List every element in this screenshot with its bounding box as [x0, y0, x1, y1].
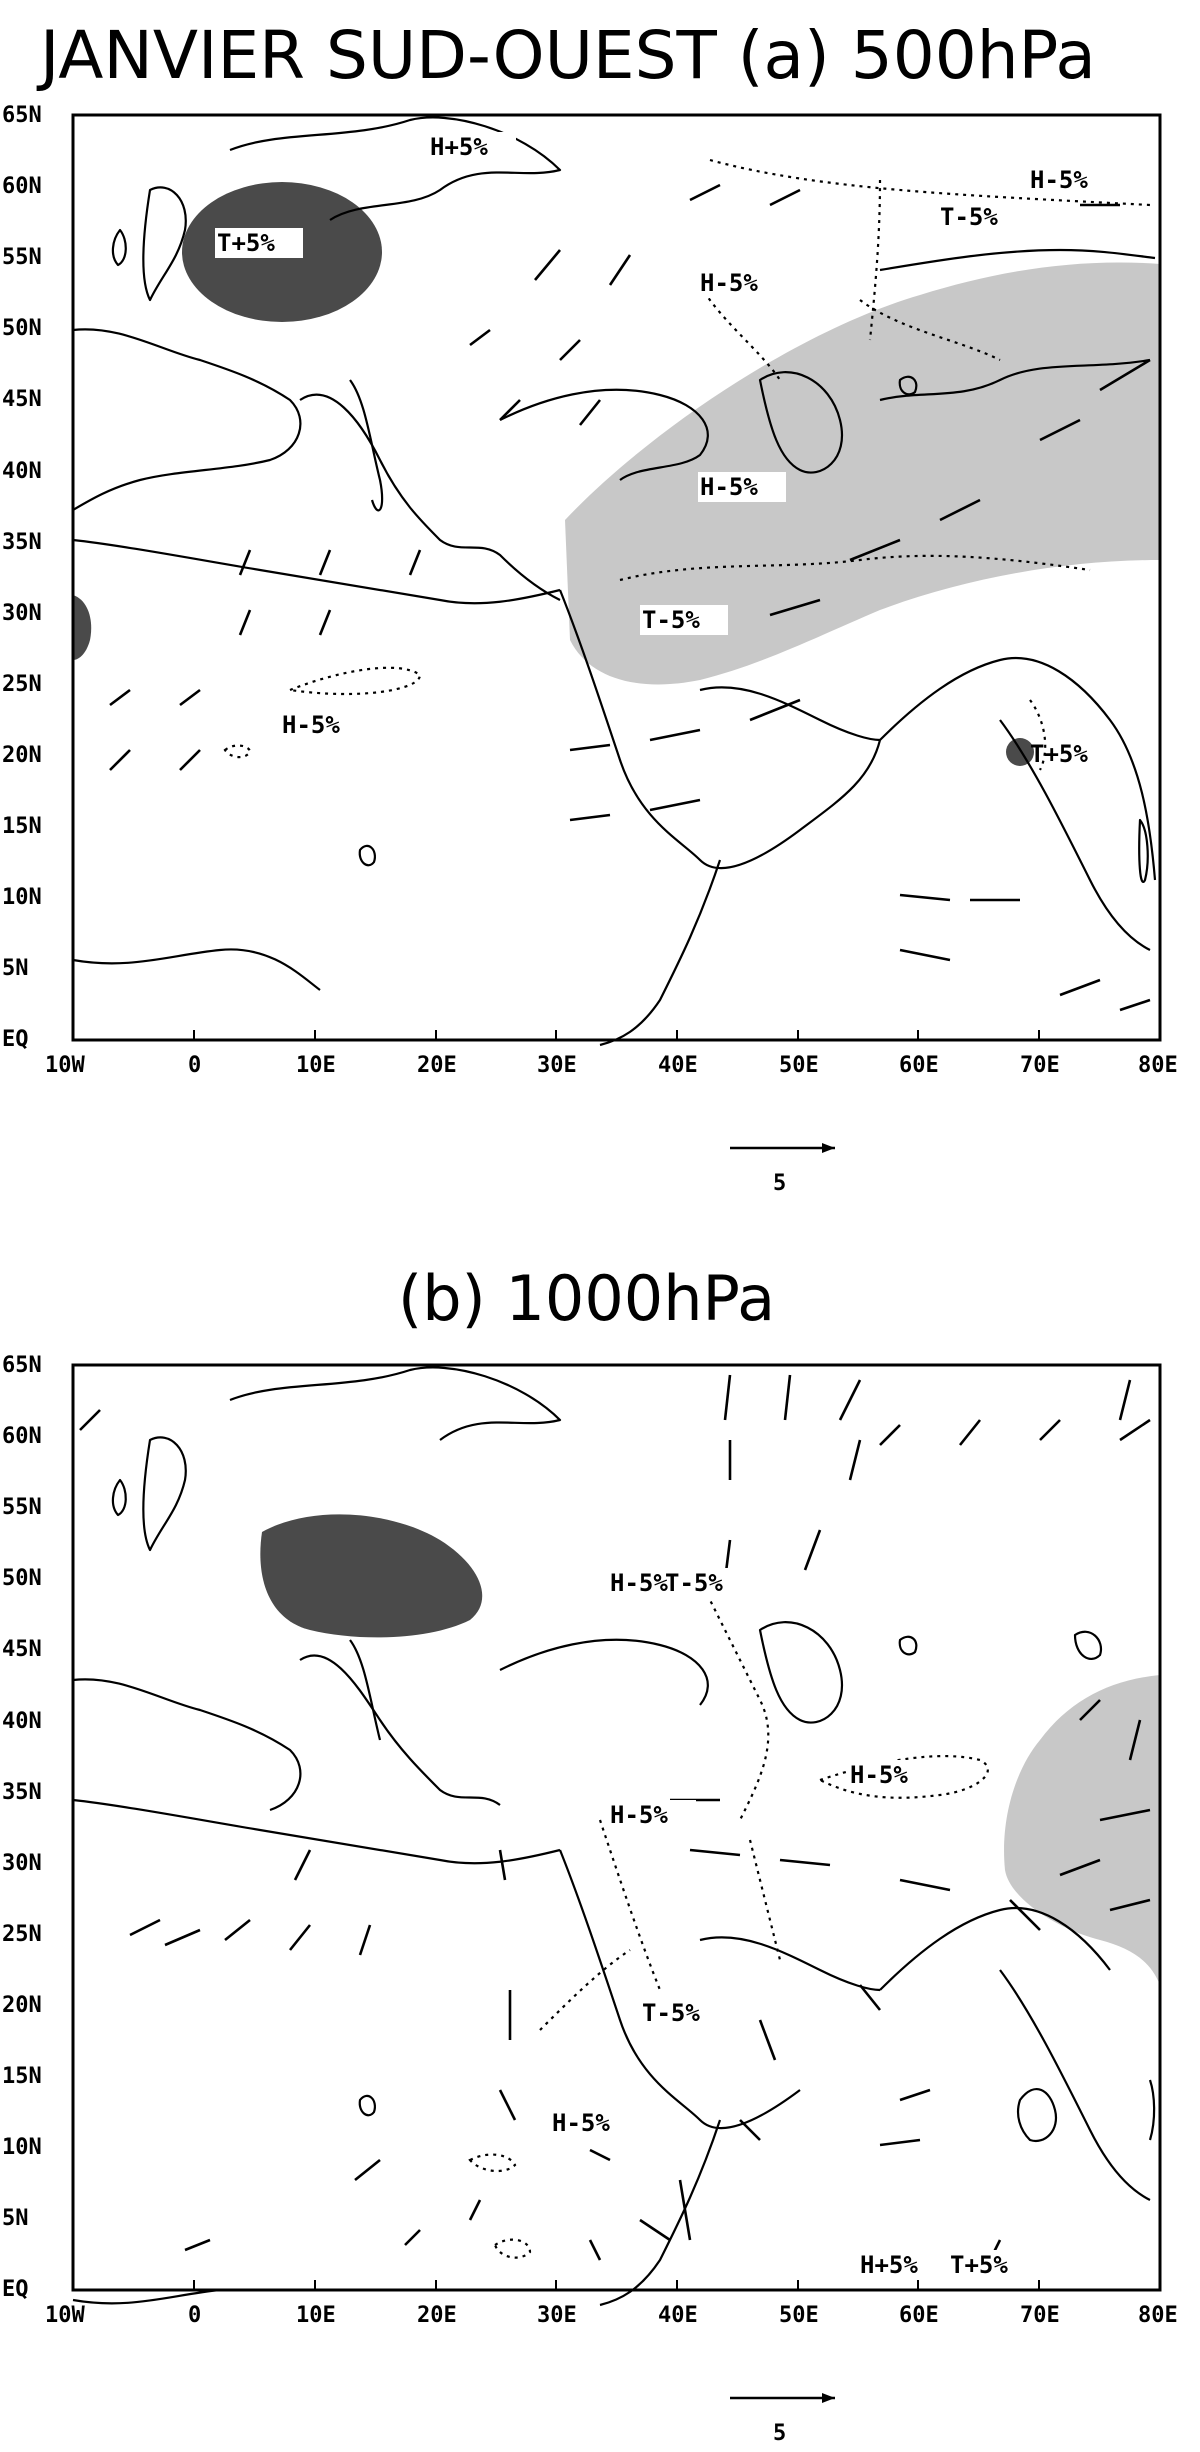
x-tick: 10E — [296, 2303, 336, 2328]
contour-label: T+5% — [1030, 740, 1088, 768]
y-tick: 40N — [2, 1709, 42, 1734]
x-tick: 30E — [537, 1053, 577, 1078]
panel-b-dark-shading — [260, 1514, 483, 1638]
scale-label: 5 — [773, 2421, 786, 2446]
contour-label: T-5% — [940, 203, 998, 231]
panel-b-axes-frame — [71, 1363, 1162, 2292]
panel-a-coastlines — [72, 116, 1157, 1047]
panel-a-tick-marks — [72, 1030, 1161, 1040]
y-tick: 35N — [2, 530, 42, 555]
y-tick: 25N — [2, 672, 42, 697]
y-tick: 60N — [2, 174, 42, 199]
panel-b-wind-vectors — [79, 1374, 1151, 2261]
contour-label: H+5% — [860, 2251, 918, 2279]
panel-a-x-ticks: 10W 0 10E 20E 30E 40E 50E 60E 70E 80E — [45, 1053, 1178, 1078]
panel-b-title: (b) 1000hPa — [398, 1262, 775, 1335]
panel-b-labels: H-5% T-5% H-5% H-5% T-5% H-5% H+5% T+5% — [550, 1568, 1050, 2280]
panel-a-axes-frame — [71, 113, 1162, 1042]
contour-label: H-5% — [610, 1569, 668, 1597]
panel-b-x-ticks: 10W 0 10E 20E 30E 40E 50E 60E 70E 80E — [45, 2303, 1178, 2328]
contour-label: H+5% — [430, 133, 488, 161]
x-tick: 40E — [658, 2303, 698, 2328]
x-tick: 10W — [45, 2303, 85, 2328]
panel-b-y-ticks: 65N 60N 55N 50N 45N 40N 35N 30N 25N 20N … — [2, 1353, 42, 2302]
contour-label: H-5% — [552, 2109, 610, 2137]
x-tick: 60E — [899, 1053, 939, 1078]
panel-a-scale-arrow: 5 — [730, 1143, 835, 1196]
contour-label: H-5% — [282, 711, 340, 739]
panel-a-light-shading — [565, 262, 1160, 685]
contour-label: T-5% — [642, 1999, 700, 2027]
y-tick: 15N — [2, 2064, 42, 2089]
y-tick: 50N — [2, 1566, 42, 1591]
y-tick: 5N — [2, 956, 29, 981]
y-tick: 65N — [2, 1353, 42, 1378]
y-tick: 15N — [2, 814, 42, 839]
contour-label: T-5% — [642, 606, 700, 634]
x-tick: 70E — [1020, 1053, 1060, 1078]
y-tick: 35N — [2, 1780, 42, 1805]
x-tick: 10E — [296, 1053, 336, 1078]
y-tick: 45N — [2, 387, 42, 412]
y-tick: 60N — [2, 1424, 42, 1449]
x-tick: 60E — [899, 2303, 939, 2328]
y-tick: 25N — [2, 1922, 42, 1947]
panel-a-map: 65N 60N 55N 50N 45N 40N 35N 30N 25N 20N … — [2, 103, 1178, 1196]
y-tick: EQ — [2, 1027, 29, 1052]
y-tick: 65N — [2, 103, 42, 128]
contour-label: T+5% — [950, 2251, 1008, 2279]
contour-label: T+5% — [217, 229, 275, 257]
y-tick: 5N — [2, 2206, 29, 2231]
x-tick: 70E — [1020, 2303, 1060, 2328]
x-tick: 50E — [779, 1053, 819, 1078]
contour-label: H-5% — [700, 269, 758, 297]
x-tick: 0 — [188, 1053, 201, 1078]
x-tick: 40E — [658, 1053, 698, 1078]
scale-label: 5 — [773, 1171, 786, 1196]
panel-b-map: 65N 60N 55N 50N 45N 40N 35N 30N 25N 20N … — [2, 1353, 1178, 2446]
y-tick: 40N — [2, 459, 42, 484]
y-tick: 50N — [2, 316, 42, 341]
y-tick: 30N — [2, 1851, 42, 1876]
panel-a-labels: H+5% H-5% T-5% H-5% T+5% H-5% T-5% H-5% … — [215, 132, 1116, 768]
y-tick: 45N — [2, 1637, 42, 1662]
x-tick: 20E — [417, 1053, 457, 1078]
panel-a-y-ticks: 65N 60N 55N 50N 45N 40N 35N 30N 25N 20N … — [2, 103, 42, 1052]
y-tick: 55N — [2, 1495, 42, 1520]
x-tick: 20E — [417, 2303, 457, 2328]
contour-label: H-5% — [610, 1801, 668, 1829]
panel-b-tick-marks — [72, 2280, 1161, 2290]
y-tick: 20N — [2, 1993, 42, 2018]
panel-b-scale-arrow: 5 — [730, 2393, 835, 2446]
x-tick: 10W — [45, 1053, 85, 1078]
x-tick: 0 — [188, 2303, 201, 2328]
contour-label: T-5% — [665, 1569, 723, 1597]
y-tick: 55N — [2, 245, 42, 270]
panel-b-coastlines — [72, 1366, 1156, 2307]
figure-title: JANVIER SUD-OUEST (a) 500hPa — [36, 17, 1096, 94]
y-tick: 10N — [2, 885, 42, 910]
contour-label: H-5% — [850, 1761, 908, 1789]
y-tick: 30N — [2, 601, 42, 626]
contour-label: H-5% — [700, 473, 758, 501]
y-tick: 10N — [2, 2135, 42, 2160]
contour-label: H-5% — [1030, 166, 1088, 194]
x-tick: 30E — [537, 2303, 577, 2328]
panel-a-dashed-contours — [223, 158, 1151, 771]
y-tick: 20N — [2, 743, 42, 768]
y-tick: EQ — [2, 2277, 29, 2302]
x-tick: 80E — [1138, 1053, 1178, 1078]
x-tick: 50E — [779, 2303, 819, 2328]
panel-b-dashed-contours — [468, 1579, 989, 2259]
panel-a-dark-shading-edge — [73, 595, 92, 660]
panel-a-wind-vectors — [109, 183, 1151, 1012]
x-tick: 80E — [1138, 2303, 1178, 2328]
